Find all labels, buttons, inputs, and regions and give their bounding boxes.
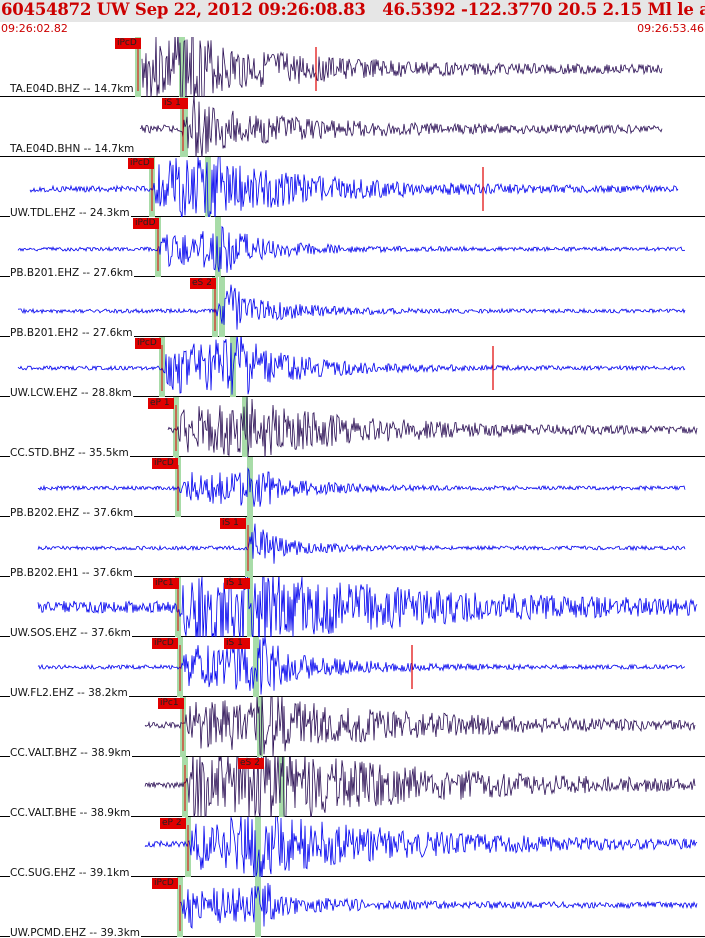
waveform <box>167 397 698 457</box>
pick-label[interactable]: iPc1 <box>158 698 184 709</box>
start-time: 09:26:02.82 <box>1 22 68 35</box>
trace-panel[interactable]: iPcD UW.PCMD.EHZ -- 39.3km <box>0 877 705 938</box>
s-phase-marker <box>279 757 285 817</box>
pick-label[interactable]: iPdD <box>133 218 159 229</box>
pick-label[interactable]: iPcD <box>115 38 141 49</box>
s-phase-marker <box>205 157 211 217</box>
station-label: TA.E04D.BHN -- 14.7km <box>10 143 136 155</box>
s-phase-marker <box>247 517 253 577</box>
waveform <box>17 284 686 330</box>
station-label: UW.FL2.EHZ -- 38.2km <box>10 687 129 699</box>
s-phase-marker <box>215 217 221 277</box>
trace-panels: iPcD TA.E04D.BHZ -- 14.7km iS 1 TA.E04D.BHN… <box>0 37 705 938</box>
waveform <box>29 157 679 217</box>
waveform <box>179 882 698 929</box>
trace-panel[interactable]: eP 1 CC.STD.BHZ -- 35.5km <box>0 397 705 459</box>
station-label: UW.TDL.EHZ -- 24.3km <box>10 207 131 219</box>
pick-label[interactable]: iS 1 <box>224 578 250 589</box>
trace-panel[interactable]: iPc1 iS 1 UW.SOS.EHZ -- 37.6km <box>0 577 705 639</box>
trace-panel[interactable]: iPcD UW.LCW.EHZ -- 28.8km <box>0 337 705 399</box>
pick-label[interactable]: iS 1 <box>220 518 246 529</box>
waveform <box>144 757 696 817</box>
pick-label[interactable]: iPc1 <box>153 578 179 589</box>
s-phase-marker <box>255 817 261 877</box>
pick-label[interactable]: iPcD <box>135 338 161 349</box>
pick-label[interactable]: eS 2 <box>238 758 264 769</box>
waveform <box>144 697 696 757</box>
s-phase-marker <box>255 877 261 937</box>
waveform <box>139 97 663 157</box>
trace-panel[interactable]: iPdD PB.B201.EHZ -- 27.6km <box>0 217 705 279</box>
trace-panel[interactable]: iS 1 TA.E04D.BHN -- 14.7km <box>0 97 705 157</box>
pick-label[interactable]: eP 1 <box>148 398 174 409</box>
s-phase-marker <box>257 697 263 757</box>
end-time: 09:26:53.46 <box>637 22 704 35</box>
trace-canvas <box>0 37 705 97</box>
station-label: PB.B202.EH1 -- 37.6km <box>10 567 134 579</box>
station-label: TA.E04D.BHZ -- 14.7km <box>10 83 135 95</box>
station-label: CC.VALT.BHE -- 38.9km <box>10 807 132 819</box>
waveform <box>37 577 698 637</box>
station-label: CC.SUG.EHZ -- 39.1km <box>10 867 131 879</box>
station-label: PB.B201.EHZ -- 27.6km <box>10 267 135 279</box>
station-label: UW.SOS.EHZ -- 37.6km <box>10 627 132 639</box>
station-label: CC.STD.BHZ -- 35.5km <box>10 447 130 459</box>
pick-label[interactable]: iS 1 <box>162 98 188 109</box>
trace-panel[interactable]: iPcD UW.TDL.EHZ -- 24.3km <box>0 157 705 219</box>
trace-panel[interactable]: iPcD iS 1 UW.FL2.EHZ -- 38.2km <box>0 637 705 699</box>
waveform <box>37 637 686 695</box>
trace-panel[interactable]: eS 2 CC.VALT.BHE -- 38.9km <box>0 757 705 819</box>
s-phase-marker <box>230 337 236 397</box>
pick-label[interactable]: iPcD <box>152 638 178 649</box>
waveform <box>141 37 663 97</box>
pick-label[interactable]: eP 2 <box>160 818 186 829</box>
s-phase-marker <box>253 637 259 697</box>
s-phase-marker <box>219 277 225 337</box>
trace-panel[interactable]: eP 2 CC.SUG.EHZ -- 39.1km <box>0 817 705 879</box>
pick-label[interactable]: iPcD <box>152 878 178 889</box>
station-label: CC.VALT.BHZ -- 38.9km <box>10 747 132 759</box>
waveform <box>17 337 686 395</box>
trace-panel[interactable]: iPcD PB.B202.EHZ -- 37.6km <box>0 457 705 519</box>
trace-panel[interactable]: iPc1 CC.VALT.BHZ -- 38.9km <box>0 697 705 759</box>
waveform <box>37 523 686 564</box>
pick-label[interactable]: iPcD <box>152 458 178 469</box>
station-label: PB.B202.EHZ -- 37.6km <box>10 507 135 519</box>
station-label: UW.LCW.EHZ -- 28.8km <box>10 387 133 399</box>
pick-label[interactable]: iS 1 <box>224 638 250 649</box>
trace-canvas <box>0 97 705 157</box>
pick-label[interactable]: iPcD <box>128 158 154 169</box>
waveform <box>37 467 686 507</box>
s-phase-marker <box>179 37 185 97</box>
trace-panel[interactable]: iPcD TA.E04D.BHZ -- 14.7km <box>0 37 705 97</box>
waveform <box>17 225 686 273</box>
waveform <box>144 817 698 877</box>
station-label: PB.B201.EH2 -- 27.6km <box>10 327 134 339</box>
trace-panel[interactable]: iS 1 PB.B202.EH1 -- 37.6km <box>0 517 705 579</box>
event-header: 60454872 UW Sep 22, 2012 09:26:08.83 46.… <box>0 0 705 22</box>
station-label: UW.PCMD.EHZ -- 39.3km <box>10 927 142 938</box>
event-title: 60454872 UW Sep 22, 2012 09:26:08.83 46.… <box>1 0 705 19</box>
trace-panel[interactable]: eS 2 PB.B201.EH2 -- 27.6km <box>0 277 705 339</box>
pick-label[interactable]: eS 2 <box>190 278 216 289</box>
